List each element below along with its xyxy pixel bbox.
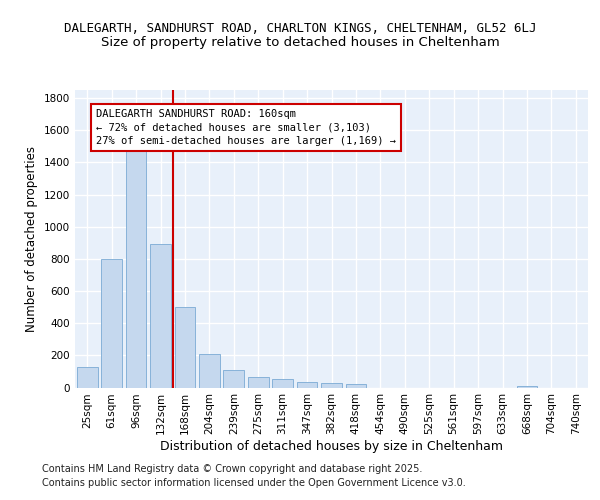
Text: Contains HM Land Registry data © Crown copyright and database right 2025.
Contai: Contains HM Land Registry data © Crown c… (42, 464, 466, 487)
Bar (321, 382, 342, 388)
Text: DALEGARTH SANDHURST ROAD: 160sqm
← 72% of detached houses are smaller (3,103)
27: DALEGARTH SANDHURST ROAD: 160sqm ← 72% o… (96, 110, 396, 146)
Bar (272, 380, 293, 388)
Bar (125, 146, 146, 388)
Text: Size of property relative to detached houses in Cheltenham: Size of property relative to detached ho… (101, 36, 499, 49)
Bar (175, 307, 196, 388)
Bar (77, 368, 98, 388)
X-axis label: Distribution of detached houses by size in Cheltenham: Distribution of detached houses by size … (160, 440, 503, 453)
Bar (199, 354, 220, 388)
Bar (248, 377, 269, 388)
Bar (517, 386, 538, 388)
Bar (296, 382, 317, 388)
Bar (101, 259, 122, 388)
Text: DALEGARTH, SANDHURST ROAD, CHARLTON KINGS, CHELTENHAM, GL52 6LJ: DALEGARTH, SANDHURST ROAD, CHARLTON KING… (64, 22, 536, 36)
Bar (223, 370, 244, 388)
Bar (150, 244, 171, 388)
Bar (346, 384, 367, 388)
Y-axis label: Number of detached properties: Number of detached properties (25, 146, 38, 332)
